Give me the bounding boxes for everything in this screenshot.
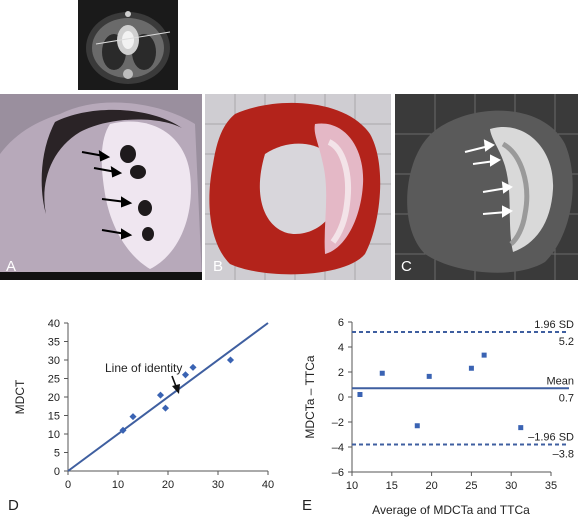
panel-b-ttc-image: B — [205, 94, 391, 280]
y-tick-label: 10 — [48, 429, 60, 441]
reference-line-value: –3.8 — [553, 449, 574, 461]
x-axis-label: Average of MDCTa and TTCa — [372, 503, 530, 517]
ct-thumbnail-image — [78, 0, 178, 90]
x-tick-label: 30 — [505, 480, 517, 492]
data-point — [181, 371, 190, 379]
y-tick-label: 25 — [48, 374, 60, 386]
chart-d-container: 0 5 10 15 20 25 30 35 40 0 10 20 30 40 MDCT Line of ide… — [0, 300, 290, 518]
reference-line-name: –1.96 SD — [528, 432, 574, 444]
x-tick-label: 35 — [545, 480, 557, 492]
identity-line — [67, 322, 269, 472]
x-tick-label: 20 — [425, 480, 437, 492]
data-point — [426, 373, 432, 379]
data-point — [379, 370, 385, 376]
data-point — [156, 391, 165, 399]
identity-annotation: Line of identity — [105, 361, 182, 375]
y-tick-label: 0 — [338, 392, 344, 404]
reference-line-value: 0.7 — [559, 392, 574, 404]
y-tick-label: 5 — [54, 448, 60, 460]
y-tick-label: –4 — [332, 442, 344, 454]
y-tick-label: 30 — [48, 355, 60, 367]
y-tick-label: 35 — [48, 337, 60, 349]
reference-line-name: Mean — [546, 375, 574, 387]
x-tick-label: 20 — [162, 479, 174, 491]
chart-e-container: –6 –4 –2 0 2 4 6 10 15 20 25 30 35 MDCTa – TTCa Averag… — [290, 300, 578, 518]
data-point — [414, 423, 420, 429]
chart-e-bland-altman-plot: –6 –4 –2 0 2 4 6 10 15 20 25 30 35 MDCTa – TTCa Averag… — [303, 317, 574, 517]
panel-e-label: E — [302, 497, 313, 514]
reference-line-name: 1.96 SD — [534, 319, 574, 331]
data-point — [468, 365, 474, 371]
panel-c-label: C — [401, 258, 412, 275]
y-tick-label: –6 — [332, 467, 344, 479]
panel-a-label: A — [6, 258, 17, 275]
y-axis-label: MDCTa – TTCa — [303, 355, 317, 438]
data-point — [226, 356, 235, 364]
x-tick-label: 25 — [465, 480, 477, 492]
y-tick-label: 0 — [54, 466, 60, 478]
x-tick-label: 10 — [112, 479, 124, 491]
panel-a-mdct-image: A — [0, 94, 202, 280]
data-point — [518, 425, 524, 431]
panel-c-ttc-grayscale-image: C — [395, 94, 578, 280]
x-tick-label: 15 — [386, 480, 398, 492]
y-tick-label: 20 — [48, 392, 60, 404]
y-tick-label: 2 — [338, 367, 344, 379]
reference-line-value: 5.2 — [559, 336, 574, 348]
x-tick-label: 40 — [262, 479, 274, 491]
x-tick-label: 10 — [346, 480, 358, 492]
panel-d-label: D — [8, 497, 19, 514]
data-point — [481, 352, 487, 358]
y-tick-label: 6 — [338, 317, 344, 329]
panel-b-label: B — [213, 258, 224, 275]
chart-d-identity-plot: 0 5 10 15 20 25 30 35 40 0 10 20 30 40 MDCT Line of ide… — [13, 318, 274, 491]
x-tick-label: 30 — [212, 479, 224, 491]
y-tick-label: 15 — [48, 411, 60, 423]
data-point — [161, 404, 170, 412]
y-tick-label: 40 — [48, 318, 60, 330]
data-point — [357, 392, 363, 397]
y-axis-label: MDCT — [13, 379, 27, 414]
y-tick-label: 4 — [338, 342, 344, 354]
annotation-arrow-head — [172, 384, 180, 394]
y-tick-label: –2 — [332, 417, 344, 429]
x-tick-label: 0 — [65, 479, 71, 491]
data-point — [129, 413, 137, 421]
data-point — [189, 363, 197, 371]
